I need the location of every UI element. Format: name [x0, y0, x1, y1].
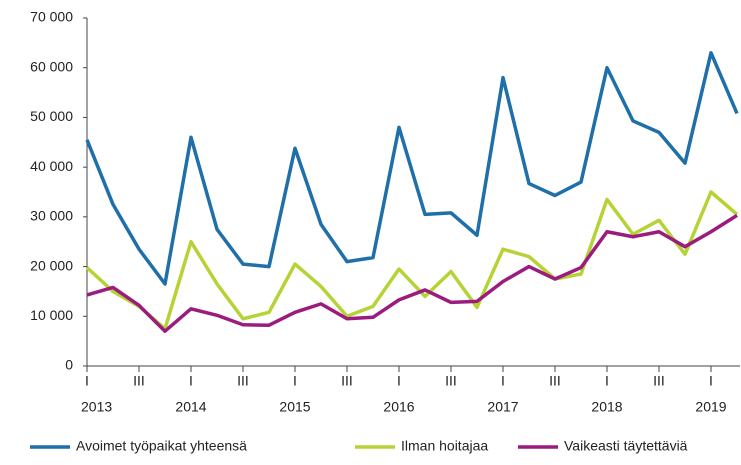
year-label: 2016 — [383, 399, 414, 415]
x-tick-label: III — [445, 373, 457, 389]
series-line — [85, 190, 739, 331]
year-label: 2019 — [695, 399, 726, 415]
legend-label: Ilman hoitajaa — [401, 438, 488, 454]
y-tick-label: 30 000 — [30, 208, 73, 224]
x-tick-label: I — [293, 373, 297, 389]
legend-label: Avoimet työpaikat yhteensä — [76, 438, 247, 454]
series-line — [85, 51, 739, 286]
y-tick-label: 60 000 — [30, 58, 73, 74]
x-tick-label: III — [237, 373, 249, 389]
x-tick-label: I — [397, 373, 401, 389]
series-line — [86, 213, 738, 333]
x-tick-label: III — [341, 373, 353, 389]
year-label: 2018 — [591, 399, 622, 415]
x-tick-label: I — [189, 373, 193, 389]
year-label: 2013 — [81, 399, 112, 415]
x-tick-label: III — [653, 373, 665, 389]
x-tick-label: I — [605, 373, 609, 389]
x-tick-label: III — [549, 373, 561, 389]
year-label: 2015 — [279, 399, 310, 415]
y-tick-label: 20 000 — [30, 257, 73, 273]
y-tick-label: 70 000 — [30, 9, 73, 25]
x-tick-label: III — [133, 373, 145, 389]
year-label: 2017 — [487, 399, 518, 415]
x-tick-label: I — [501, 373, 505, 389]
legend-label: Vaikeasti täytettäviä — [564, 438, 688, 454]
y-tick-label: 0 — [65, 357, 73, 373]
y-tick-label: 50 000 — [30, 108, 73, 124]
x-tick-label: I — [85, 373, 89, 389]
x-tick-label: I — [709, 373, 713, 389]
year-label: 2014 — [175, 399, 206, 415]
y-tick-label: 10 000 — [30, 307, 73, 323]
y-tick-label: 40 000 — [30, 158, 73, 174]
